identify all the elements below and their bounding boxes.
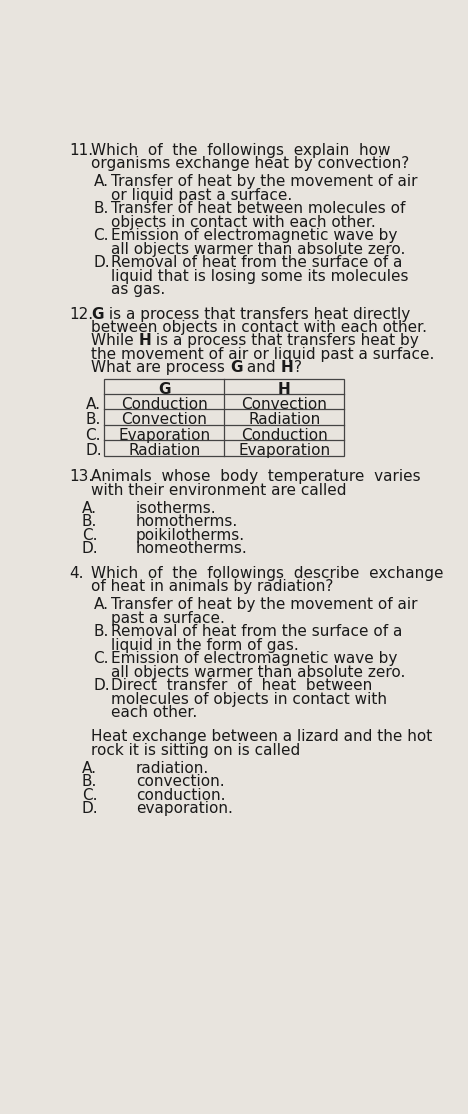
Text: Convection: Convection <box>241 397 327 412</box>
Text: C.: C. <box>94 228 109 243</box>
Text: isotherms.: isotherms. <box>136 501 217 516</box>
Text: is a process that transfers heat directly: is a process that transfers heat directl… <box>103 306 410 322</box>
Text: rock it is sitting on is called: rock it is sitting on is called <box>91 743 300 758</box>
Text: of heat in animals by radiation?: of heat in animals by radiation? <box>91 579 333 594</box>
Text: A.: A. <box>94 175 109 189</box>
Text: G: G <box>158 382 170 397</box>
Text: Emission of electromagnetic wave by: Emission of electromagnetic wave by <box>111 651 398 666</box>
Text: radiation.: radiation. <box>136 761 209 775</box>
Text: liquid in the form of gas.: liquid in the form of gas. <box>111 637 299 653</box>
Text: D.: D. <box>82 541 98 556</box>
Text: 12.: 12. <box>69 306 94 322</box>
Text: B.: B. <box>94 624 109 639</box>
Text: G: G <box>91 306 103 322</box>
Text: H: H <box>278 382 291 397</box>
Text: Direct  transfer  of  heat  between: Direct transfer of heat between <box>111 678 373 693</box>
Text: Evaporation: Evaporation <box>118 428 210 443</box>
Text: Which  of  the  followings  explain  how: Which of the followings explain how <box>91 143 391 158</box>
Text: between objects in contact with each other.: between objects in contact with each oth… <box>91 320 427 335</box>
Text: and: and <box>242 361 281 375</box>
Text: 13.: 13. <box>69 469 94 485</box>
Text: ?: ? <box>293 361 301 375</box>
Text: B.: B. <box>82 774 97 790</box>
Text: convection.: convection. <box>136 774 225 790</box>
Text: D.: D. <box>82 801 98 817</box>
Text: each other.: each other. <box>111 705 197 720</box>
Text: conduction.: conduction. <box>136 788 226 803</box>
Text: B.: B. <box>94 202 109 216</box>
Text: Conduction: Conduction <box>241 428 328 443</box>
Text: A.: A. <box>94 597 109 613</box>
Text: Emission of electromagnetic wave by: Emission of electromagnetic wave by <box>111 228 398 243</box>
Text: Removal of heat from the surface of a: Removal of heat from the surface of a <box>111 624 402 639</box>
Text: Radiation: Radiation <box>128 443 200 458</box>
Text: C.: C. <box>82 788 97 803</box>
Text: G: G <box>230 361 242 375</box>
Text: as gas.: as gas. <box>111 282 166 297</box>
Text: Radiation: Radiation <box>249 412 321 428</box>
Text: D.: D. <box>94 255 110 271</box>
Text: or liquid past a surface.: or liquid past a surface. <box>111 188 292 203</box>
Text: evaporation.: evaporation. <box>136 801 233 817</box>
Text: homeotherms.: homeotherms. <box>136 541 248 556</box>
Text: C.: C. <box>86 428 101 443</box>
Text: D.: D. <box>86 443 102 458</box>
Text: Heat exchange between a lizard and the hot: Heat exchange between a lizard and the h… <box>91 730 432 744</box>
Text: H: H <box>139 333 152 349</box>
Text: with their environment are called: with their environment are called <box>91 482 346 498</box>
Text: C.: C. <box>94 651 109 666</box>
Text: B.: B. <box>86 412 101 428</box>
Text: Which  of  the  followings  describe  exchange: Which of the followings describe exchang… <box>91 566 444 580</box>
Text: Convection: Convection <box>121 412 207 428</box>
Text: A.: A. <box>82 761 97 775</box>
Text: liquid that is losing some its molecules: liquid that is losing some its molecules <box>111 268 409 284</box>
Text: is a process that transfers heat by: is a process that transfers heat by <box>152 333 419 349</box>
Text: C.: C. <box>82 528 97 543</box>
Text: While: While <box>91 333 139 349</box>
Text: past a surface.: past a surface. <box>111 610 225 626</box>
Text: H: H <box>281 361 293 375</box>
Text: Transfer of heat by the movement of air: Transfer of heat by the movement of air <box>111 597 418 613</box>
Text: A.: A. <box>86 397 101 412</box>
Text: What are process: What are process <box>91 361 230 375</box>
Text: organisms exchange heat by convection?: organisms exchange heat by convection? <box>91 156 409 172</box>
Text: 11.: 11. <box>69 143 94 158</box>
Text: poikilotherms.: poikilotherms. <box>136 528 245 543</box>
Text: D.: D. <box>94 678 110 693</box>
Text: all objects warmer than absolute zero.: all objects warmer than absolute zero. <box>111 242 406 257</box>
Text: the movement of air or liquid past a surface.: the movement of air or liquid past a sur… <box>91 346 434 362</box>
Text: Transfer of heat between molecules of: Transfer of heat between molecules of <box>111 202 406 216</box>
Text: all objects warmer than absolute zero.: all objects warmer than absolute zero. <box>111 665 406 680</box>
Text: molecules of objects in contact with: molecules of objects in contact with <box>111 692 387 706</box>
Bar <box>104 379 344 456</box>
Text: Conduction: Conduction <box>121 397 208 412</box>
Text: Transfer of heat by the movement of air: Transfer of heat by the movement of air <box>111 175 418 189</box>
Text: Animals  whose  body  temperature  varies: Animals whose body temperature varies <box>91 469 421 485</box>
Text: homotherms.: homotherms. <box>136 515 238 529</box>
Text: 4.: 4. <box>69 566 84 580</box>
Text: Removal of heat from the surface of a: Removal of heat from the surface of a <box>111 255 402 271</box>
Text: B.: B. <box>82 515 97 529</box>
Text: objects in contact with each other.: objects in contact with each other. <box>111 215 376 229</box>
Text: Evaporation: Evaporation <box>238 443 330 458</box>
Text: A.: A. <box>82 501 97 516</box>
